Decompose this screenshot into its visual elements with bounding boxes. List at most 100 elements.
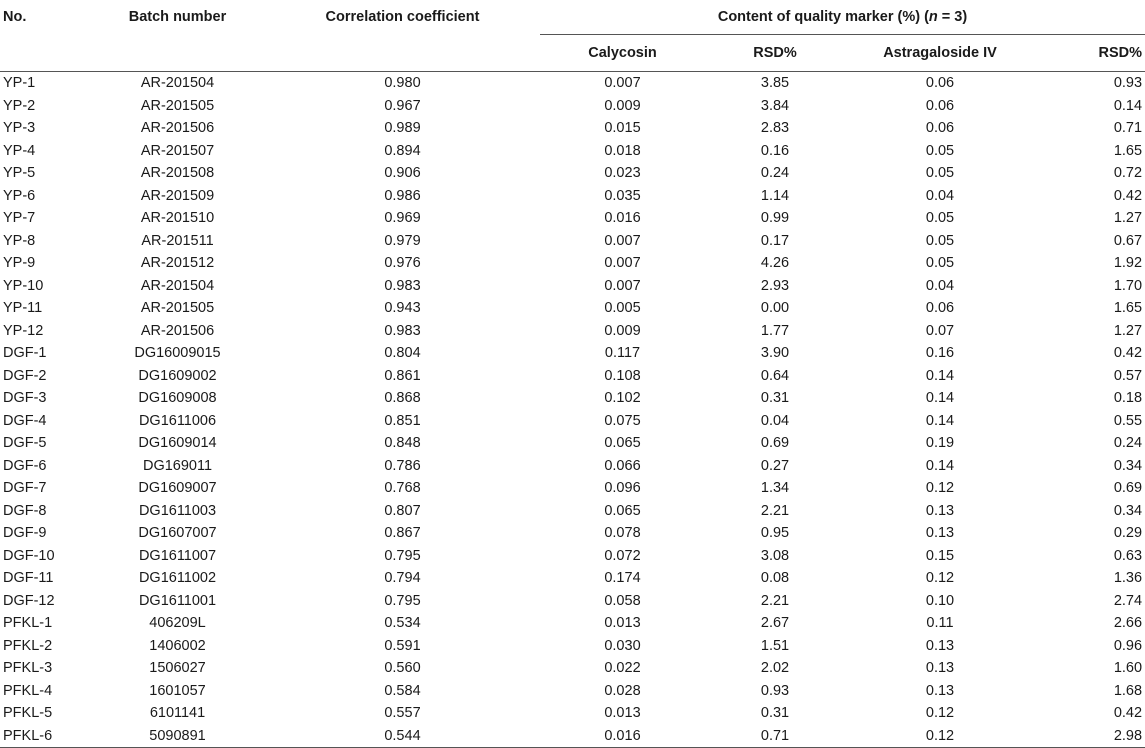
cell-rsd-astragaloside: 1.27 — [1113, 210, 1143, 227]
cell-correlation: 0.867 — [384, 525, 421, 542]
cell-astragaloside-iv: 0.05 — [925, 142, 955, 159]
cell-astragaloside-iv: 0.13 — [925, 525, 955, 542]
cell-rsd-astragaloside: 0.42 — [1113, 187, 1143, 204]
cell-no: PFKL-5 — [3, 705, 53, 722]
header-group-prefix: Content of quality marker (%) ( — [717, 9, 929, 25]
cell-no: YP-4 — [3, 142, 36, 159]
cell-calycosin: 0.078 — [604, 525, 641, 542]
header-row-top: No. Batch number Correlation coefficient… — [0, 0, 1145, 35]
cell-rsd-calycosin: 3.85 — [760, 75, 790, 92]
cell-correlation: 0.979 — [384, 232, 421, 249]
cell-calycosin: 0.007 — [604, 255, 641, 272]
cell-calycosin: 0.117 — [604, 345, 641, 362]
cell-astragaloside-iv: 0.06 — [925, 75, 955, 92]
cell-no: DGF-6 — [3, 457, 47, 474]
cell-no: DGF-4 — [3, 412, 47, 429]
cell-correlation: 0.976 — [384, 255, 421, 272]
cell-rsd-calycosin: 1.14 — [760, 187, 790, 204]
cell-rsd-calycosin: 0.31 — [760, 390, 790, 407]
cell-correlation: 0.584 — [384, 682, 421, 699]
cell-rsd-astragaloside: 1.60 — [1113, 660, 1143, 677]
cell-rsd-astragaloside: 0.69 — [1113, 480, 1143, 497]
cell-rsd-astragaloside: 0.96 — [1113, 637, 1143, 654]
cell-astragaloside-iv: 0.14 — [925, 457, 955, 474]
cell-no: DGF-8 — [3, 502, 47, 519]
cell-no: DGF-2 — [3, 367, 47, 384]
cell-rsd-calycosin: 4.26 — [760, 255, 790, 272]
cell-rsd-astragaloside: 1.36 — [1113, 570, 1143, 587]
cell-correlation: 0.544 — [265, 724, 540, 748]
table-row: PFKL-6 5090891 0.544 0.016 0.71 0.12 2.98 — [0, 724, 1145, 748]
cell-no: PFKL-1 — [3, 615, 53, 632]
cell-calycosin: 0.023 — [604, 165, 641, 182]
cell-astragaloside-iv: 0.11 — [926, 615, 954, 632]
cell-rsd-astragaloside: 0.42 — [1113, 705, 1143, 722]
cell-rsd-calycosin: 2.93 — [760, 277, 790, 294]
cell-no: YP-2 — [3, 97, 36, 114]
cell-rsd-calycosin: 0.08 — [760, 570, 790, 587]
cell-batch-number: DG1611001 — [138, 592, 217, 609]
cell-calycosin: 0.096 — [604, 480, 641, 497]
cell-batch-number: 1506027 — [149, 660, 206, 677]
cell-batch-number: DG1611006 — [138, 412, 217, 429]
table-row: YP-11 AR-201505 0.943 0.005 0.00 0.06 1.65 — [0, 297, 1145, 320]
table-row: DGF-6 DG169011 0.786 0.066 0.27 0.14 0.34 — [0, 455, 1145, 478]
table-header: No. Batch number Correlation coefficient… — [0, 0, 1145, 72]
table-row: PFKL-2 1406002 0.591 0.030 1.51 0.13 0.96 — [0, 635, 1145, 658]
cell-correlation: 0.983 — [384, 322, 421, 339]
cell-astragaloside-iv: 0.15 — [925, 547, 955, 564]
cell-batch-number: DG1609008 — [138, 390, 217, 407]
header-spacer-no — [0, 34, 90, 72]
cell-rsd-calycosin: 0.64 — [760, 367, 790, 384]
cell-rsd-astragaloside: 0.29 — [1113, 525, 1143, 542]
table-row: DGF-4 DG1611006 0.851 0.075 0.04 0.14 0.55 — [0, 410, 1145, 433]
cell-rsd-astragaloside: 0.34 — [1113, 457, 1143, 474]
cell-correlation: 0.848 — [384, 435, 421, 452]
cell-no: YP-1 — [3, 75, 36, 92]
cell-batch-number: AR-201510 — [140, 210, 215, 227]
cell-astragaloside-iv: 0.14 — [925, 412, 955, 429]
cell-rsd-calycosin: 2.83 — [760, 120, 790, 137]
table-row: YP-12 AR-201506 0.983 0.009 1.77 0.07 1.27 — [0, 320, 1145, 343]
cell-rsd-astragaloside: 1.68 — [1113, 682, 1143, 699]
header-astragaloside-iv: Astragaloside IV — [845, 34, 1035, 72]
cell-astragaloside-iv: 0.14 — [925, 390, 955, 407]
table-row: YP-5 AR-201508 0.906 0.023 0.24 0.05 0.72 — [0, 162, 1145, 185]
cell-rsd-astragaloside: 0.24 — [1113, 435, 1143, 452]
cell-correlation: 0.560 — [384, 660, 421, 677]
cell-rsd-calycosin: 3.90 — [760, 345, 790, 362]
cell-rsd-calycosin: 0.24 — [760, 165, 790, 182]
cell-correlation: 0.591 — [384, 637, 421, 654]
cell-rsd-astragaloside: 1.65 — [1113, 300, 1143, 317]
table-row: YP-2 AR-201505 0.967 0.009 3.84 0.06 0.14 — [0, 95, 1145, 118]
cell-rsd-astragaloside: 1.92 — [1113, 255, 1143, 272]
cell-calycosin: 0.028 — [604, 682, 641, 699]
cell-calycosin: 0.013 — [604, 705, 641, 722]
cell-batch-number: AR-201506 — [140, 120, 215, 137]
cell-correlation: 0.980 — [384, 75, 421, 92]
cell-astragaloside-iv: 0.16 — [925, 345, 955, 362]
cell-batch-number: 6101141 — [149, 705, 206, 722]
header-row-sub: Calycosin RSD% Astragaloside IV RSD% — [0, 34, 1145, 72]
cell-no: YP-11 — [3, 300, 43, 317]
cell-correlation: 0.967 — [384, 97, 421, 114]
cell-no: DGF-5 — [3, 435, 47, 452]
cell-correlation: 0.807 — [384, 502, 421, 519]
cell-rsd-calycosin: 0.16 — [760, 142, 790, 159]
cell-calycosin: 0.065 — [604, 502, 641, 519]
cell-correlation: 0.794 — [384, 570, 421, 587]
cell-no: DGF-10 — [3, 547, 55, 564]
cell-rsd-calycosin: 0.27 — [760, 457, 790, 474]
cell-rsd-astragaloside: 0.34 — [1113, 502, 1143, 519]
cell-no: PFKL-2 — [3, 637, 53, 654]
table-row: DGF-11 DG1611002 0.794 0.174 0.08 0.12 1.36 — [0, 567, 1145, 590]
table-row: PFKL-3 1506027 0.560 0.022 2.02 0.13 1.60 — [0, 657, 1145, 680]
cell-rsd-astragaloside: 0.42 — [1113, 345, 1143, 362]
cell-batch-number: 1601057 — [149, 682, 206, 699]
table-row: YP-7 AR-201510 0.969 0.016 0.99 0.05 1.27 — [0, 207, 1145, 230]
cell-batch-number: AR-201506 — [140, 322, 215, 339]
cell-rsd-astragaloside: 2.74 — [1113, 592, 1143, 609]
cell-astragaloside-iv: 0.07 — [925, 322, 955, 339]
cell-rsd-calycosin: 2.21 — [760, 502, 790, 519]
